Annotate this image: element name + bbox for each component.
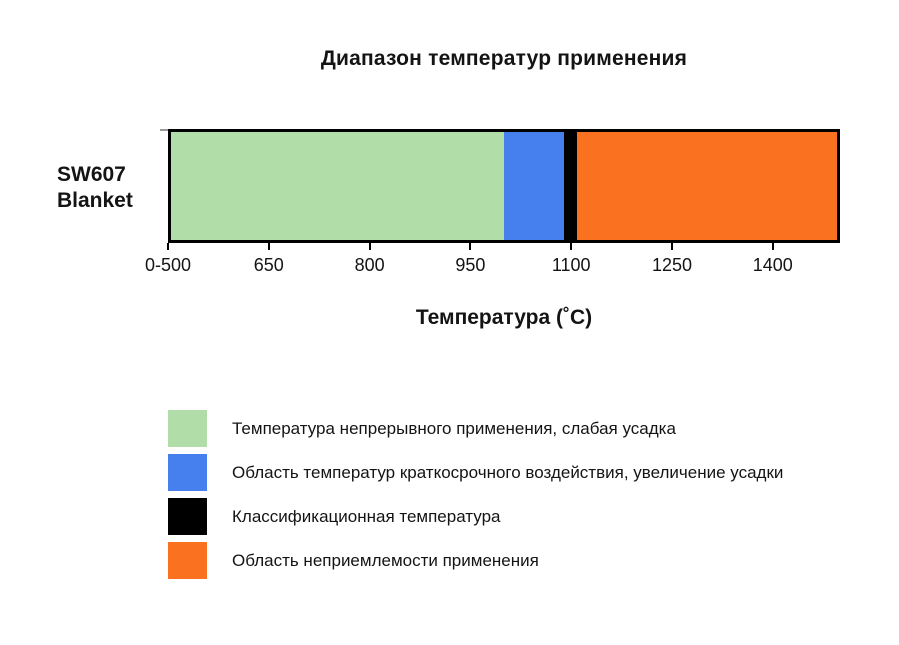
legend-row-black: Классификационная температура bbox=[168, 498, 783, 535]
legend: Температура непрерывного применения, сла… bbox=[168, 410, 783, 579]
bar-segments bbox=[171, 132, 837, 240]
axis-tick-1400 bbox=[771, 243, 774, 250]
legend-swatch-green bbox=[168, 410, 207, 447]
axis-tick-label-1100: 1100 bbox=[551, 255, 591, 275]
axis-tick-0-500 bbox=[167, 243, 169, 250]
axis-tick-1100 bbox=[570, 243, 573, 250]
bar-plot bbox=[168, 129, 840, 243]
axis-tick-label-1400: 1400 bbox=[752, 255, 793, 275]
legend-row-green: Температура непрерывного применения, сла… bbox=[168, 410, 783, 447]
bar-segment-orange bbox=[577, 132, 837, 240]
x-axis-title: Температура (˚C) bbox=[415, 306, 593, 329]
axis-corner-tick bbox=[160, 129, 168, 131]
series-label-line1: SW607 bbox=[57, 163, 126, 186]
legend-swatch-blue bbox=[168, 454, 207, 491]
chart-title: Диапазон температур применения bbox=[320, 47, 688, 70]
legend-row-orange: Область неприемлемости применения bbox=[168, 542, 783, 579]
axis-tick-label-950: 950 bbox=[455, 255, 486, 275]
legend-label-black: Классификационная температура bbox=[232, 506, 501, 526]
legend-swatch-black bbox=[168, 498, 207, 535]
axis-tick-label-650: 650 bbox=[253, 255, 284, 275]
axis-tick-950 bbox=[469, 243, 472, 250]
axis-tick-650 bbox=[267, 243, 270, 250]
legend-swatch-orange bbox=[168, 542, 207, 579]
axis-tick-label-800: 800 bbox=[354, 255, 385, 275]
axis-tick-label-0-500: 0-500 bbox=[144, 255, 192, 275]
legend-label-green: Температура непрерывного применения, сла… bbox=[232, 418, 676, 438]
series-label: SW607 Blanket bbox=[57, 162, 133, 214]
legend-row-blue: Область температур краткосрочного воздей… bbox=[168, 454, 783, 491]
legend-label-orange: Область неприемлемости применения bbox=[232, 550, 539, 570]
bar-segment-green bbox=[171, 132, 504, 240]
axis-tick-1250 bbox=[671, 243, 673, 250]
axis-tick-800 bbox=[368, 243, 371, 250]
series-label-line2: Blanket bbox=[57, 189, 133, 212]
x-axis-tick-labels: 0-500 650 800 950 1100 1250 1400 bbox=[145, 255, 840, 277]
legend-label-blue: Область температур краткосрочного воздей… bbox=[232, 462, 784, 482]
bar-segment-blue bbox=[504, 132, 564, 240]
bar-segment-black bbox=[563, 132, 578, 240]
x-axis-ticks bbox=[167, 243, 840, 251]
axis-tick-label-1250: 1250 bbox=[651, 255, 693, 275]
